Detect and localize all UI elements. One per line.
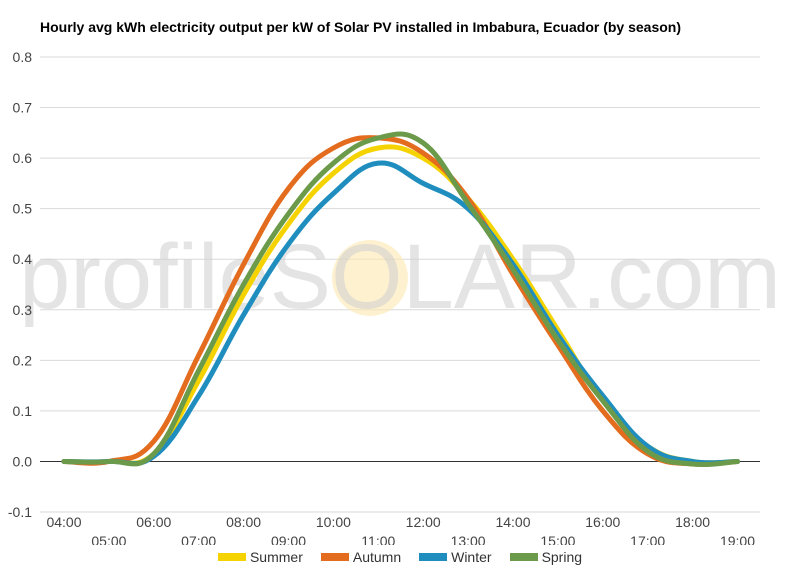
line-chart: profileSOLAR.com -0.1 0.0 0.1 0.2 0.3 0.4 0.5 0… xyxy=(8,49,781,545)
series-line-winter xyxy=(61,160,740,466)
y-tick-label: 0.4 xyxy=(13,251,33,267)
x-tick-label: 15:00 xyxy=(540,533,575,545)
x-axis-ticks: 04:00 06:00 08:00 10:00 12:00 14:00 16:00 18:00… xyxy=(46,514,755,545)
y-axis-ticks: -0.1 0.0 0.1 0.2 0.3 0.4 0.5 0.6 0.7 0.8 xyxy=(8,49,32,520)
x-tick-label: 09:00 xyxy=(271,533,306,545)
x-tick-label: 05:00 xyxy=(91,533,126,545)
series-line-spring xyxy=(61,131,740,468)
legend-swatch xyxy=(217,553,246,561)
x-tick-label: 11:00 xyxy=(361,533,395,545)
legend-swatch xyxy=(419,553,448,561)
legend-item-spring[interactable]: Spring xyxy=(509,549,583,565)
legend-label: Winter xyxy=(451,549,492,565)
y-tick-label: 0.6 xyxy=(13,150,33,166)
legend-item-winter[interactable]: Winter xyxy=(419,549,492,565)
y-tick-label: 0.2 xyxy=(13,352,33,368)
y-tick-label: 0.5 xyxy=(13,201,33,217)
y-tick-label: 0.1 xyxy=(13,403,33,419)
legend-item-summer[interactable]: Summer xyxy=(217,549,303,565)
x-tick-label: 06:00 xyxy=(136,514,171,530)
chart-title: Hourly avg kWh electricity output per kW… xyxy=(40,19,682,35)
watermark-sun xyxy=(332,240,408,316)
x-tick-label: 04:00 xyxy=(46,514,81,530)
x-tick-label: 16:00 xyxy=(585,514,620,530)
x-tick-label: 07:00 xyxy=(181,533,216,545)
legend: Summer Autumn Winter Spring xyxy=(0,549,800,565)
gridlines xyxy=(40,56,760,513)
x-tick-label: 12:00 xyxy=(406,514,441,530)
x-tick-label: 14:00 xyxy=(495,514,530,530)
watermark-text: profileSOLAR.com xyxy=(19,226,781,328)
legend-item-autumn[interactable]: Autumn xyxy=(320,549,402,565)
legend-label: Spring xyxy=(541,549,583,565)
x-tick-label: 17:00 xyxy=(630,533,665,545)
x-tick-label: 19:00 xyxy=(720,533,755,545)
legend-label: Autumn xyxy=(352,549,402,565)
series-line-autumn xyxy=(61,135,740,467)
legend-swatch xyxy=(320,553,349,561)
legend-label: Summer xyxy=(249,549,303,565)
x-tick-label: 08:00 xyxy=(226,514,261,530)
legend-swatch xyxy=(509,553,538,561)
y-tick-label: 0.8 xyxy=(13,49,33,65)
series-lines xyxy=(61,131,740,468)
y-tick-label: -0.1 xyxy=(8,504,32,520)
x-tick-label: 18:00 xyxy=(675,514,710,530)
y-tick-label: 0.7 xyxy=(13,100,33,116)
watermark: profileSOLAR.com xyxy=(19,226,781,328)
y-tick-label: 0.3 xyxy=(13,302,33,318)
x-tick-label: 10:00 xyxy=(316,514,351,530)
x-tick-label: 13:00 xyxy=(451,533,486,545)
y-tick-label: 0.0 xyxy=(13,453,33,469)
